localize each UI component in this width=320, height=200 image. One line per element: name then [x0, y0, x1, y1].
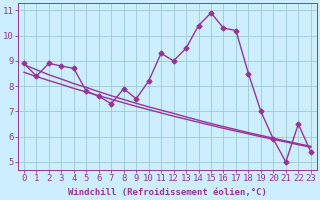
X-axis label: Windchill (Refroidissement éolien,°C): Windchill (Refroidissement éolien,°C): [68, 188, 267, 197]
